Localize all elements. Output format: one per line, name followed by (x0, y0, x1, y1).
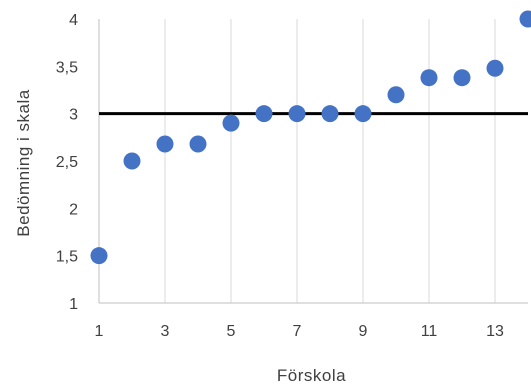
y-tick-label: 2,5 (56, 154, 78, 171)
data-point-1 (90, 247, 108, 265)
x-tick-label: 5 (227, 323, 236, 340)
data-point-11 (420, 69, 438, 87)
x-tick-label: 3 (161, 323, 170, 340)
data-point-8 (321, 105, 339, 123)
data-points (90, 10, 531, 265)
y-tick-label: 1,5 (56, 249, 78, 266)
data-point-3 (156, 135, 174, 153)
grid-lines (98, 19, 496, 303)
data-point-7 (288, 105, 306, 123)
x-tick-label: 1 (95, 323, 104, 340)
data-point-14 (519, 10, 531, 28)
data-point-12 (453, 69, 471, 87)
y-tick-label: 4 (69, 12, 78, 29)
data-point-4 (189, 135, 207, 153)
x-tick-label: 13 (486, 323, 504, 340)
x-tick-label: 9 (359, 323, 368, 340)
y-tick-label: 1 (69, 296, 78, 313)
x-tick-label: 7 (293, 323, 302, 340)
x-tick-label: 11 (421, 323, 438, 340)
data-point-2 (123, 152, 141, 170)
data-point-5 (222, 114, 240, 132)
y-tick-label: 3 (69, 107, 78, 124)
y-tick-label: 3,5 (56, 59, 78, 76)
y-tick-labels: 1 1,5 2 2,5 3 3,5 4 (56, 12, 78, 313)
axes (98, 19, 528, 304)
x-tick-labels: 1 3 5 7 9 11 13 (95, 323, 504, 340)
data-point-6 (255, 105, 273, 123)
x-axis-title: Förskola (277, 366, 346, 385)
y-axis-title: Bedömning i skala (14, 89, 33, 236)
y-tick-label: 2 (69, 201, 78, 218)
data-point-9 (354, 105, 372, 123)
data-point-13 (486, 59, 504, 77)
data-point-10 (387, 86, 405, 104)
